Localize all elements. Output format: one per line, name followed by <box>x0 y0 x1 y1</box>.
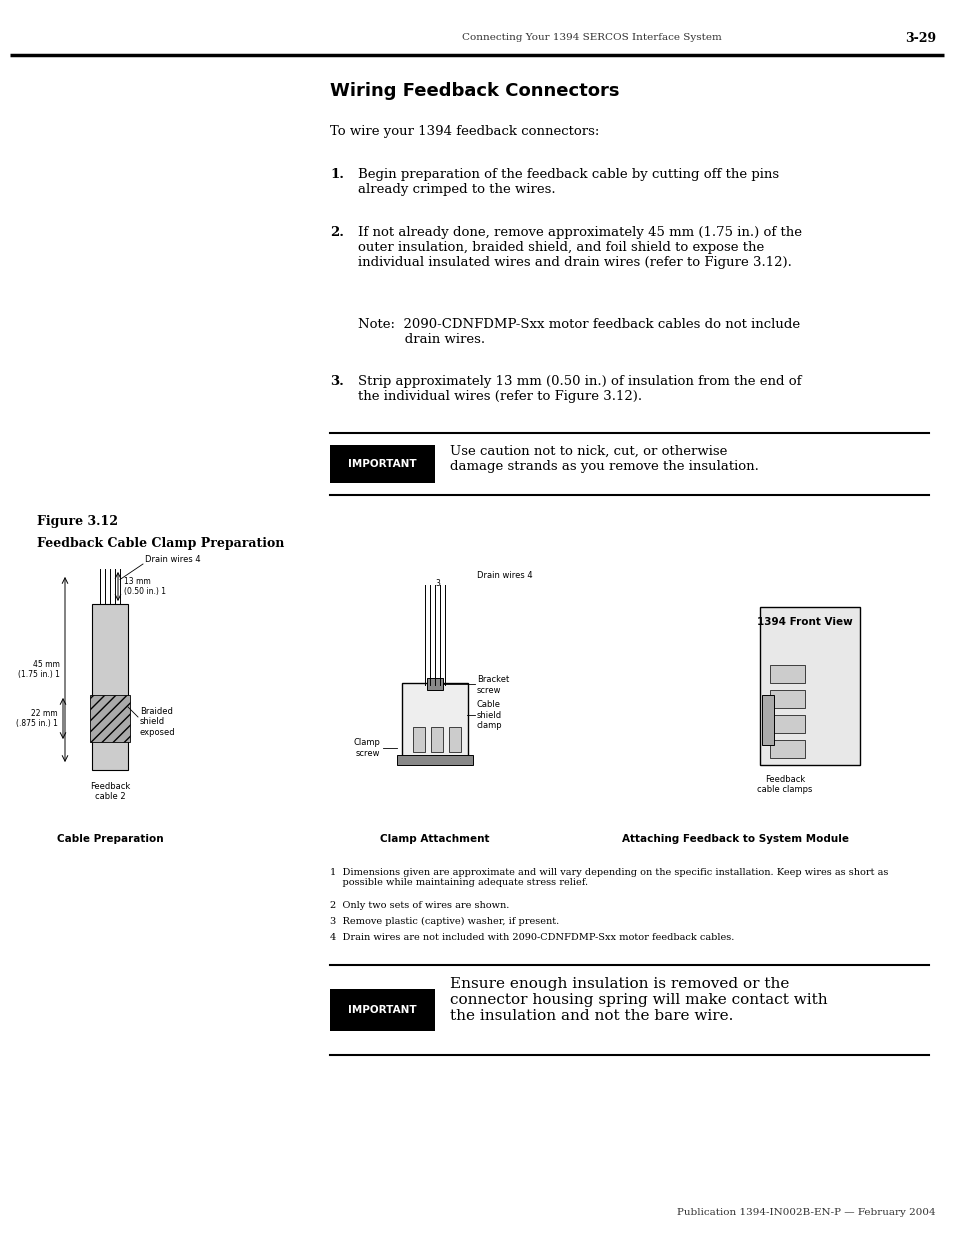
Text: Clamp Attachment: Clamp Attachment <box>380 834 489 844</box>
Text: 13 mm
(0.50 in.) 1: 13 mm (0.50 in.) 1 <box>124 577 166 597</box>
Text: 3-29: 3-29 <box>904 32 935 44</box>
Text: If not already done, remove approximately 45 mm (1.75 in.) of the
outer insulati: If not already done, remove approximatel… <box>357 226 801 269</box>
Bar <box>330 445 435 483</box>
Text: Drain wires 4: Drain wires 4 <box>145 555 200 564</box>
Text: Note:  2090-CDNFDMP-Sxx motor feedback cables do not include
           drain wi: Note: 2090-CDNFDMP-Sxx motor feedback ca… <box>357 317 800 346</box>
Bar <box>769 740 804 758</box>
Text: Cable Preparation: Cable Preparation <box>56 834 163 844</box>
Text: Publication 1394-IN002B-EN-P — February 2004: Publication 1394-IN002B-EN-P — February … <box>677 1208 935 1216</box>
Text: Attaching Feedback to System Module: Attaching Feedback to System Module <box>620 834 847 844</box>
Text: Feedback Cable Clamp Preparation: Feedback Cable Clamp Preparation <box>37 537 284 550</box>
Bar <box>90 695 130 742</box>
Bar <box>431 727 442 752</box>
Text: Clamp
screw: Clamp screw <box>353 739 379 758</box>
Text: To wire your 1394 feedback connectors:: To wire your 1394 feedback connectors: <box>330 125 598 138</box>
Text: 2.: 2. <box>330 226 344 240</box>
Bar <box>427 678 442 690</box>
Bar <box>760 606 859 764</box>
Text: Drain wires 4: Drain wires 4 <box>476 571 532 579</box>
Text: 1394 Front View: 1394 Front View <box>757 618 852 627</box>
Text: Use caution not to nick, cut, or otherwise
damage strands as you remove the insu: Use caution not to nick, cut, or otherwi… <box>450 445 758 473</box>
Text: Begin preparation of the feedback cable by cutting off the pins
already crimped : Begin preparation of the feedback cable … <box>357 168 779 196</box>
Text: 4  Drain wires are not included with 2090-CDNFDMP-Sxx motor feedback cables.: 4 Drain wires are not included with 2090… <box>330 932 734 942</box>
Bar <box>769 715 804 734</box>
Bar <box>761 695 773 745</box>
Bar <box>769 690 804 708</box>
Text: Feedback
cable clamps: Feedback cable clamps <box>757 776 812 794</box>
Text: Strip approximately 13 mm (0.50 in.) of insulation from the end of
the individua: Strip approximately 13 mm (0.50 in.) of … <box>357 375 801 403</box>
Text: Braided
shield
exposed: Braided shield exposed <box>140 708 175 737</box>
Bar <box>413 727 424 752</box>
Bar <box>91 604 128 769</box>
Text: 1  Dimensions given are approximate and will vary depending on the specific inst: 1 Dimensions given are approximate and w… <box>330 868 887 888</box>
Text: 1.: 1. <box>330 168 344 182</box>
Text: 2  Only two sets of wires are shown.: 2 Only two sets of wires are shown. <box>330 902 509 910</box>
Bar <box>330 989 435 1031</box>
Text: Ensure enough insulation is removed or the
connector housing spring will make co: Ensure enough insulation is removed or t… <box>450 977 827 1024</box>
Text: Feedback
cable 2: Feedback cable 2 <box>90 782 130 802</box>
Text: IMPORTANT: IMPORTANT <box>348 1005 416 1015</box>
Text: Bracket
screw: Bracket screw <box>476 676 509 695</box>
Bar <box>402 683 467 758</box>
Bar <box>449 727 460 752</box>
Text: Connecting Your 1394 SERCOS Interface System: Connecting Your 1394 SERCOS Interface Sy… <box>461 33 720 42</box>
Text: IMPORTANT: IMPORTANT <box>348 459 416 469</box>
Text: 3.: 3. <box>330 375 343 388</box>
Text: 22 mm
(.875 in.) 1: 22 mm (.875 in.) 1 <box>16 709 58 729</box>
Bar <box>769 664 804 683</box>
Text: 3  Remove plastic (captive) washer, if present.: 3 Remove plastic (captive) washer, if pr… <box>330 918 558 926</box>
Text: Wiring Feedback Connectors: Wiring Feedback Connectors <box>330 82 618 100</box>
Text: 45 mm
(1.75 in.) 1: 45 mm (1.75 in.) 1 <box>18 659 60 679</box>
Text: 3: 3 <box>435 579 439 588</box>
Bar <box>396 755 473 764</box>
Text: Cable
shield
clamp: Cable shield clamp <box>476 700 502 730</box>
Text: Figure 3.12: Figure 3.12 <box>37 515 118 529</box>
